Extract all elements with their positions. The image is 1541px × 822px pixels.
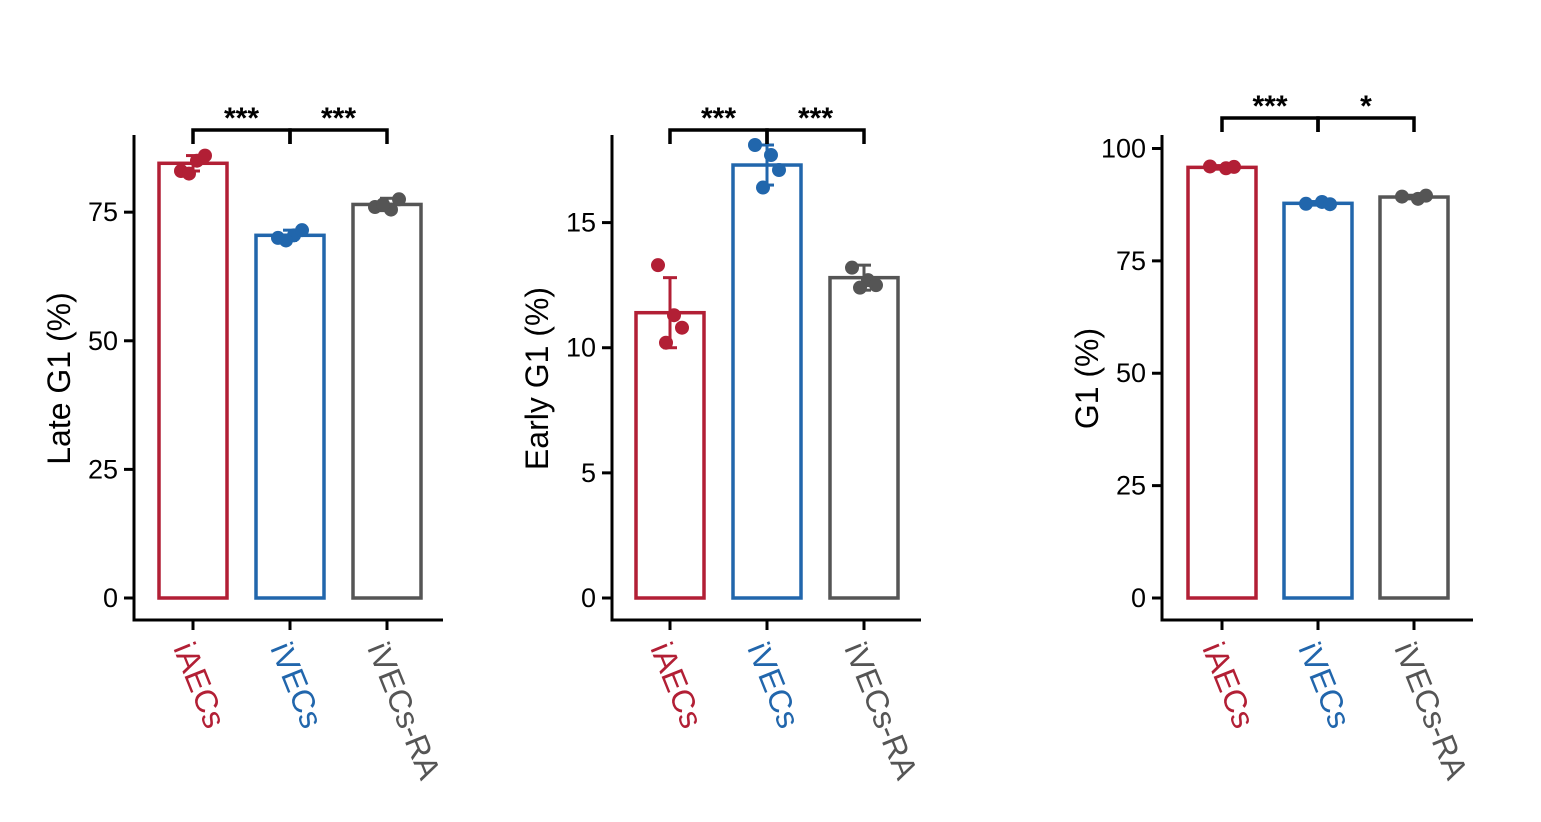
x-tick-label-iVECs: iVECs xyxy=(741,637,808,733)
y-axis-title: Early G1 (%) xyxy=(519,287,555,470)
data-point-iVECs-RA xyxy=(1419,188,1433,203)
x-tick-label-iAECs: iAECs xyxy=(644,637,711,733)
y-tick-label: 15 xyxy=(566,208,596,238)
x-tick-label-iVECs-RA: iVECs-RA xyxy=(1388,637,1476,785)
significance-label: *** xyxy=(1252,90,1287,123)
data-point-iAECs xyxy=(182,166,196,181)
data-point-iAECs xyxy=(675,320,689,335)
data-point-iVECs xyxy=(772,163,786,178)
data-point-iVECs xyxy=(295,223,309,238)
data-point-iVECs xyxy=(1323,197,1337,212)
data-point-iAECs xyxy=(1227,159,1241,174)
data-point-iVECs xyxy=(748,138,762,153)
y-tick-label: 25 xyxy=(1116,471,1146,501)
data-point-iVECs xyxy=(764,148,778,163)
y-tick-label: 25 xyxy=(88,454,118,484)
y-tick-label: 75 xyxy=(1116,246,1146,276)
data-point-iVECs-RA xyxy=(845,260,859,275)
data-point-iVECs-RA xyxy=(853,280,867,295)
bar-iAECs xyxy=(157,161,229,600)
x-tick-label-iVECs: iVECs xyxy=(264,637,331,733)
y-tick-label: 100 xyxy=(1101,133,1146,163)
bar-iVECs-RA xyxy=(351,202,423,600)
data-point-iAECs xyxy=(651,258,665,273)
y-axis-title: G1 (%) xyxy=(1069,328,1105,429)
data-point-iAECs xyxy=(198,148,212,163)
y-tick-label: 0 xyxy=(581,583,596,613)
bar-iVECs xyxy=(254,233,326,600)
y-tick-label: 0 xyxy=(103,583,118,613)
y-tick-label: 50 xyxy=(88,326,118,356)
bar-iVECs-RA xyxy=(1378,195,1450,600)
data-point-iAECs xyxy=(659,335,673,350)
significance-label: *** xyxy=(798,102,833,135)
data-point-iVECs-RA xyxy=(392,192,406,207)
data-point-iVECs xyxy=(279,233,293,248)
data-point-iAECs xyxy=(667,308,681,323)
significance-bracket xyxy=(288,128,389,144)
bar-iAECs xyxy=(634,310,706,600)
y-tick-label: 5 xyxy=(581,458,596,488)
y-tick-label: 75 xyxy=(88,197,118,227)
x-tick-label-iVECs-RA: iVECs-RA xyxy=(361,637,449,785)
data-point-iVECs xyxy=(756,180,770,195)
chart-panel-2: 0 5 10 15 Early G1 (%) iAECs iVECs iVECs-RA *** *… xyxy=(519,102,925,785)
data-point-iVECs xyxy=(1299,196,1313,211)
significance-label: * xyxy=(1360,90,1372,123)
y-tick-label: 0 xyxy=(1131,583,1146,613)
y-tick-label: 50 xyxy=(1116,358,1146,388)
significance-bracket xyxy=(1316,116,1416,132)
chart-panel-1: 0 25 50 75 Late G1 (%) iAECs iVECs iVECs-RA *** *… xyxy=(41,102,448,785)
x-tick-label-iAECs: iAECs xyxy=(167,637,234,733)
bar-iVECs xyxy=(1282,201,1354,600)
significance-label: *** xyxy=(224,102,259,135)
x-tick-label-iVECs-RA: iVECs-RA xyxy=(838,637,926,785)
x-tick-label-iAECs: iAECs xyxy=(1196,637,1263,733)
data-point-iVECs-RA xyxy=(1395,189,1409,204)
y-axis-title: Late G1 (%) xyxy=(41,292,77,465)
bar-iVECs-RA xyxy=(828,275,900,600)
data-point-iAECs xyxy=(1203,159,1217,174)
bar-iAECs xyxy=(1186,165,1258,600)
data-point-iVECs-RA xyxy=(869,278,883,293)
x-tick-label-iVECs: iVECs xyxy=(1292,637,1359,733)
significance-label: *** xyxy=(701,102,736,135)
significance-bracket xyxy=(765,128,866,144)
y-tick-label: 10 xyxy=(566,333,596,363)
bar-iVECs xyxy=(731,163,803,600)
significance-label: *** xyxy=(321,102,356,135)
data-point-iVECs-RA xyxy=(376,197,390,212)
